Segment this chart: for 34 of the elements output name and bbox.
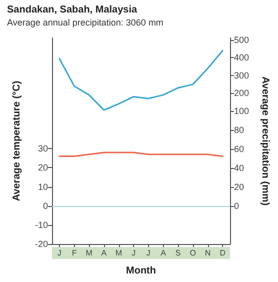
chart-title: Sandakan, Sabah, Malaysia [7,4,138,16]
x-tick-label: M [86,248,93,258]
y2-axis-title: Average precipitation (mm) [260,76,270,206]
y2-tick-label: 40 [234,163,244,174]
x-tick-label: S [175,248,181,258]
x-tick-label: A [101,248,108,258]
y-tick-label: -10 [34,220,48,230]
y2-tick-label: 20 [234,182,244,192]
y-tick-label: 0 [42,200,48,211]
x-tick-label: O [190,248,196,258]
x-tick-label: J [132,248,136,258]
y3-tick-label: 400 [234,52,250,63]
y-axis-title: Average temperature (°C) [12,80,22,202]
y2-tick-label: 0 [234,201,240,212]
x-tick-label: M [115,248,122,258]
y-tick-label: 30 [38,144,48,154]
y3-tick-label: 100 [234,106,250,116]
y3-tick-label: 500 [234,34,250,45]
x-tick-label: J [57,248,62,258]
y-tick-label: -20 [34,239,48,249]
x-tick-label: A [160,248,167,258]
y3-tick-label: 300 [234,70,250,80]
y-tick-label: 10 [38,182,48,192]
x-tick-label: F [72,248,77,258]
x-tick-label: J [146,248,150,258]
x-tick-label: N [204,248,211,258]
line-series [58,50,224,111]
y2-tick-label: 60 [234,144,244,154]
x-tick-label: D [220,248,226,258]
x-axis-title: Month [126,266,156,276]
chart-subtitle: Average annual precipitation: 3060 mm [7,18,164,28]
y3-tick-label: 200 [234,88,250,98]
y-tick-label: 20 [38,162,48,173]
y2-tick-label: 80 [234,125,244,136]
